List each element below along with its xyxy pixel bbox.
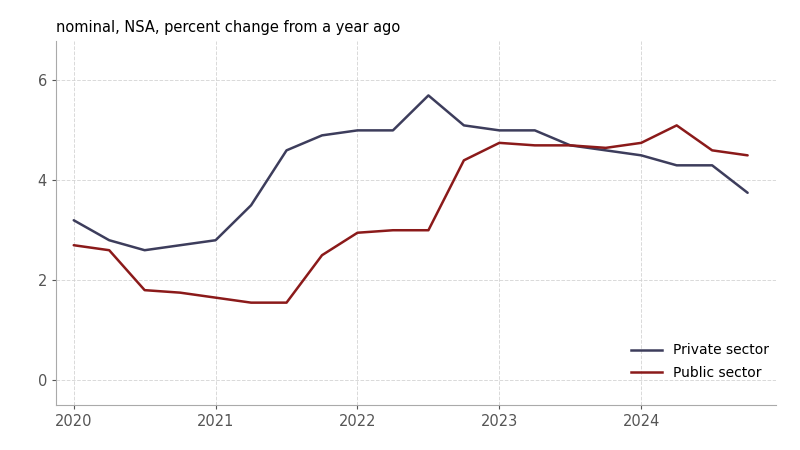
Text: nominal, NSA, percent change from a year ago: nominal, NSA, percent change from a year… xyxy=(56,20,400,35)
Legend: Private sector, Public sector: Private sector, Public sector xyxy=(631,343,769,380)
